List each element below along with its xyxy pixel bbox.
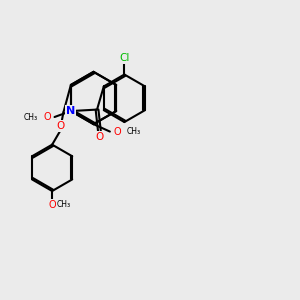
Text: N: N: [66, 106, 76, 116]
Text: CH₃: CH₃: [127, 127, 141, 136]
Text: O: O: [95, 132, 104, 142]
Text: O: O: [114, 127, 122, 136]
Text: CH₃: CH₃: [23, 112, 37, 122]
Text: Cl: Cl: [119, 53, 130, 63]
Text: O: O: [48, 200, 56, 210]
Text: O: O: [56, 121, 64, 131]
Text: O: O: [43, 112, 51, 122]
Text: CH₃: CH₃: [56, 200, 70, 209]
